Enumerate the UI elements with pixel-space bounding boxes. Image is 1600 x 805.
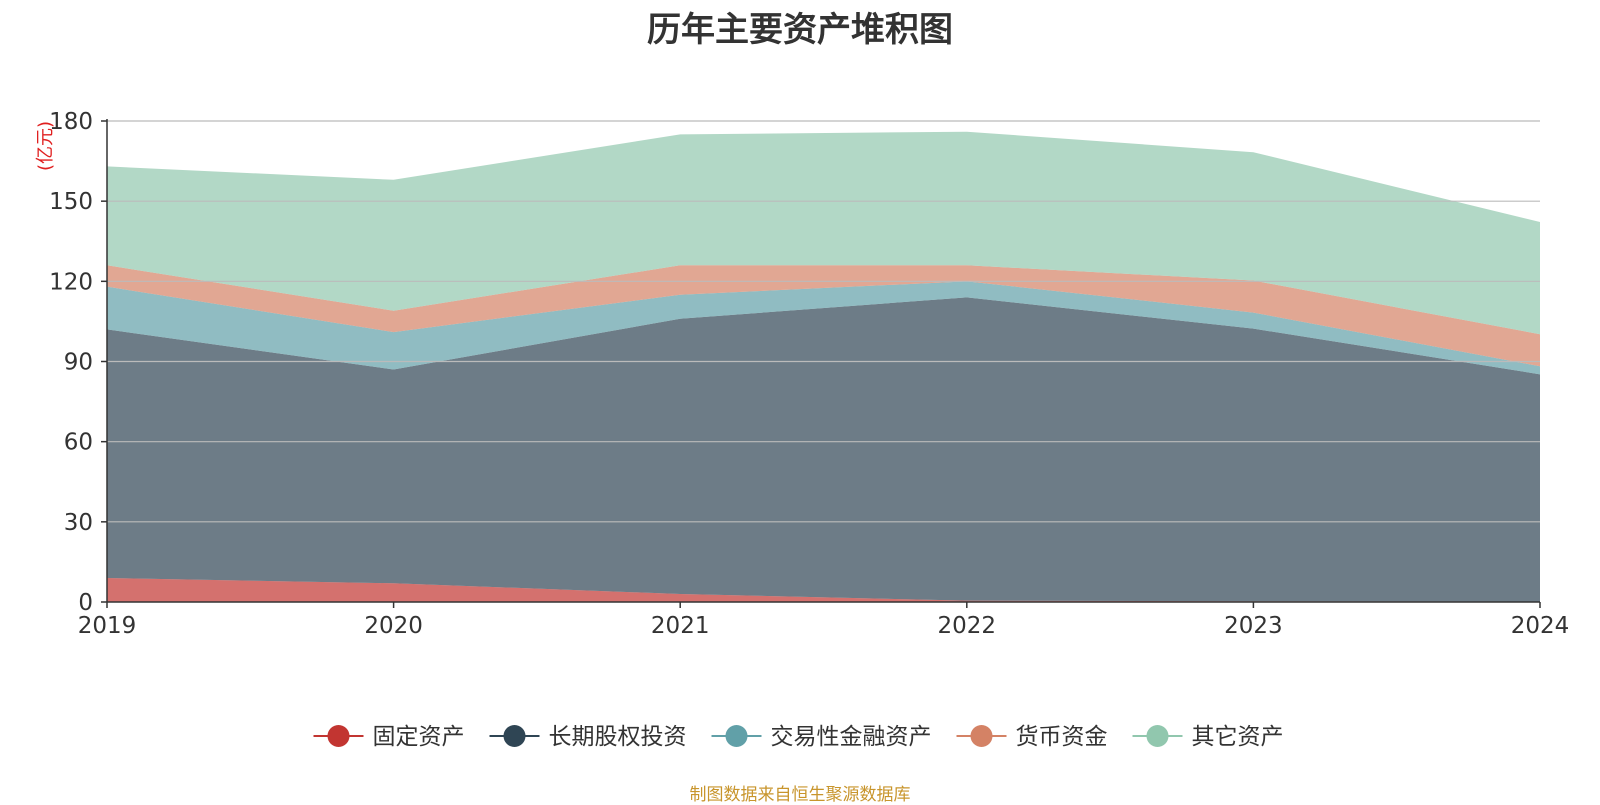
y-tick-label-150: 150 (49, 189, 93, 215)
legend-item-4[interactable]: 其它资产 (1132, 724, 1284, 750)
y-tick-label-0: 0 (78, 590, 93, 616)
area-series-layer (107, 131, 1540, 602)
x-tick-label-2021: 2021 (651, 613, 710, 639)
data-source-footer: 制图数据来自恒生聚源数据库 (689, 785, 911, 805)
legend-marker-icon (503, 725, 526, 747)
y-tick-label-180: 180 (49, 109, 93, 135)
legend-item-3[interactable]: 货币资金 (956, 724, 1108, 750)
legend-marker-icon (327, 725, 350, 747)
area-series-3[interactable] (107, 265, 1540, 367)
x-tick-label-2023: 2023 (1224, 613, 1283, 639)
legend-item-0[interactable]: 固定资产 (313, 724, 465, 750)
legend[interactable]: 固定资产 长期股权投资 交易性金融资产 货币资金 其它资产 (313, 724, 1284, 750)
x-tick-label-2019: 2019 (78, 613, 137, 639)
legend-label: 货币资金 (1016, 724, 1108, 750)
area-series-0[interactable] (107, 577, 1540, 602)
x-tick-label-2024: 2024 (1511, 613, 1570, 639)
x-tick-label-2020: 2020 (364, 613, 423, 639)
legend-marker-icon (725, 725, 748, 747)
legend-marker-icon (1146, 725, 1169, 747)
legend-label: 交易性金融资产 (771, 724, 932, 750)
legend-item-1[interactable]: 长期股权投资 (489, 724, 687, 750)
legend-label: 其它资产 (1192, 724, 1284, 750)
y-tick-label-30: 30 (64, 510, 93, 536)
legend-item-2[interactable]: 交易性金融资产 (711, 724, 932, 750)
legend-label: 固定资产 (373, 724, 465, 750)
y-tick-label-90: 90 (64, 350, 93, 376)
chart-title: 历年主要资产堆积图 (647, 10, 953, 50)
y-axis-unit-label: (亿元) (35, 121, 56, 171)
y-tick-label-60: 60 (64, 430, 93, 456)
legend-label: 长期股权投资 (549, 724, 687, 750)
area-series-1[interactable] (107, 297, 1540, 602)
y-tick-label-120: 120 (49, 269, 93, 295)
grid-lines (107, 120, 1540, 523)
x-tick-label-2022: 2022 (938, 613, 997, 639)
area-series-4[interactable] (107, 131, 1540, 335)
area-series-2[interactable] (107, 281, 1540, 375)
legend-marker-icon (970, 725, 993, 747)
axes: 0 30 60 90 120 150 180 2019 2020 2021 2022 2023 2024 (49, 109, 1569, 639)
